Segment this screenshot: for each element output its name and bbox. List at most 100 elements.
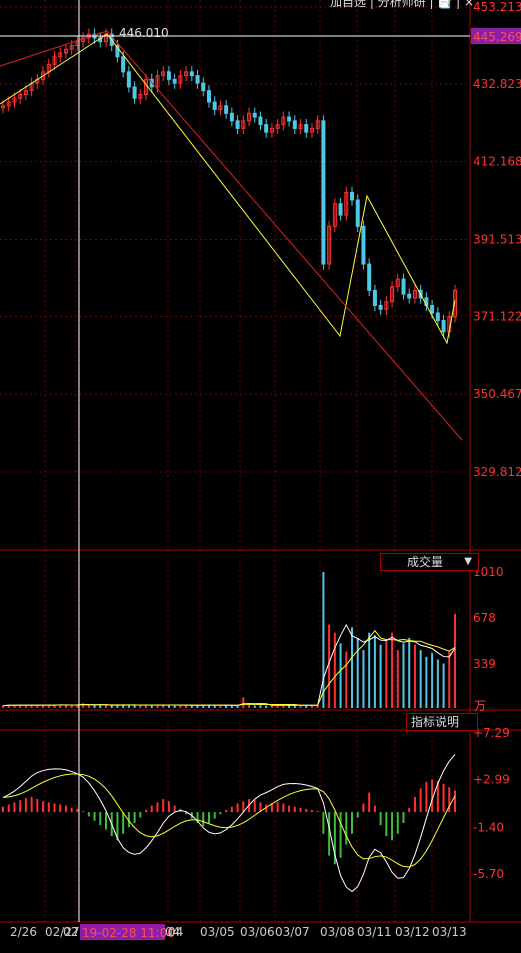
candle-body	[304, 124, 309, 133]
candle-body	[441, 320, 446, 333]
candle-body	[184, 71, 189, 77]
top-menu[interactable]: 加自选 | 分析师研 | 📑 | ×	[330, 0, 475, 9]
axis-labels: 453.213 432.823 412.168 391.513 371.122 350.4…	[10, 0, 521, 939]
candle-body	[166, 71, 171, 80]
candle-body	[69, 44, 74, 50]
candle-body	[309, 127, 314, 133]
candle-body	[344, 191, 349, 216]
peak-price-label: 446.010	[119, 26, 169, 40]
price-readout-text: 445.269	[473, 30, 521, 44]
macd-tick-label: -1.40	[473, 820, 504, 834]
time-tick-label: 03/12	[395, 925, 430, 939]
time-tick-label: 03/13	[432, 925, 467, 939]
candle-body	[407, 293, 412, 299]
price-tick-label: 432.823	[473, 77, 521, 91]
chart-grid	[0, 0, 470, 922]
price-tick-label: 412.168	[473, 155, 521, 169]
candle-body	[453, 289, 457, 318]
volume-tick-label: 1010	[473, 565, 504, 579]
volume-bars	[2, 572, 456, 708]
candle-body	[258, 116, 263, 126]
candle-body	[201, 82, 206, 92]
candle-body	[338, 203, 343, 216]
candle-body	[367, 263, 372, 291]
candle-body	[235, 120, 240, 129]
candle-body	[58, 52, 63, 58]
time-tick-label: 03/11	[357, 925, 392, 939]
candle-body	[327, 225, 332, 265]
time-tick-label: 04	[165, 925, 180, 939]
macd-tick-label: +7.29	[473, 726, 510, 740]
candle-body	[298, 124, 303, 129]
candle-body	[395, 278, 400, 288]
volume-tick-label: 678	[473, 611, 496, 625]
macd-tick-label: +2.99	[473, 773, 510, 787]
candle-body	[275, 124, 280, 129]
indicator-explain-label: 指标说明	[411, 715, 460, 729]
candle-body	[361, 225, 366, 265]
price-candles	[1, 28, 457, 338]
candle-body	[115, 44, 120, 58]
candle-body	[292, 120, 297, 129]
candle-body	[218, 105, 223, 111]
candle-body	[189, 71, 194, 77]
candle-body	[321, 120, 326, 265]
candle-body	[18, 93, 23, 99]
candle-body	[281, 116, 286, 126]
candle-body	[264, 124, 269, 133]
time-tick-label: 02	[63, 925, 78, 939]
macd-dea-line	[2, 773, 456, 868]
volume-indicator-label: 成交量	[407, 555, 444, 569]
time-tick-label: 03/07	[275, 925, 310, 939]
candle-body	[52, 56, 57, 65]
candle-body	[155, 75, 160, 88]
candle-body	[287, 116, 292, 122]
time-tick-label: 02/27	[45, 925, 80, 939]
candle-body	[161, 71, 166, 77]
volume-tick-label: 339	[473, 657, 496, 671]
upper-trend-red-line	[0, 30, 108, 67]
price-tick-label: 329.812	[473, 465, 521, 479]
time-readout-text: 19-02-28 11:00	[82, 926, 175, 940]
candle-body	[121, 56, 126, 73]
candle-body	[384, 301, 389, 310]
indicator-explain-button[interactable]: 指标说明	[406, 713, 478, 731]
candle-body	[252, 112, 257, 118]
candle-body	[206, 90, 211, 103]
volume-indicator-button[interactable]: 成交量 ▼	[380, 553, 479, 571]
candle-body	[178, 75, 183, 84]
candle-body	[241, 120, 246, 129]
channel-red-line	[106, 30, 463, 441]
price-tick-label: 453.213	[473, 0, 521, 14]
price-readout-box	[471, 28, 521, 44]
candle-body	[315, 120, 320, 129]
candle-body	[247, 112, 252, 122]
volume-unit-label: 万	[474, 699, 487, 713]
time-tick-label: 03/05	[200, 925, 235, 939]
candle-body	[378, 304, 383, 310]
macd-bars	[2, 754, 456, 893]
candle-body	[23, 90, 28, 95]
volume-ma10-line	[2, 629, 456, 707]
candle-body	[126, 71, 131, 88]
candle-body	[132, 86, 137, 99]
price-tick-label: 391.513	[473, 232, 521, 246]
time-tick-label: 04	[168, 925, 183, 939]
time-readout-box	[80, 924, 165, 940]
price-tick-label: 371.122	[473, 309, 521, 323]
candle-body	[269, 127, 274, 133]
zigzag-yellow-line	[0, 33, 456, 345]
candle-body	[1, 105, 5, 109]
macd-tick-label: -5.70	[473, 867, 504, 881]
candle-body	[355, 199, 360, 227]
time-tick-label: 03/08	[320, 925, 355, 939]
dropdown-arrow-icon[interactable]: ▼	[464, 556, 472, 567]
candle-body	[401, 278, 406, 295]
candle-body	[6, 101, 11, 107]
candle-body	[435, 312, 440, 322]
candle-body	[430, 304, 435, 314]
time-tick-label: 2/26	[10, 925, 37, 939]
candle-body	[229, 112, 234, 122]
